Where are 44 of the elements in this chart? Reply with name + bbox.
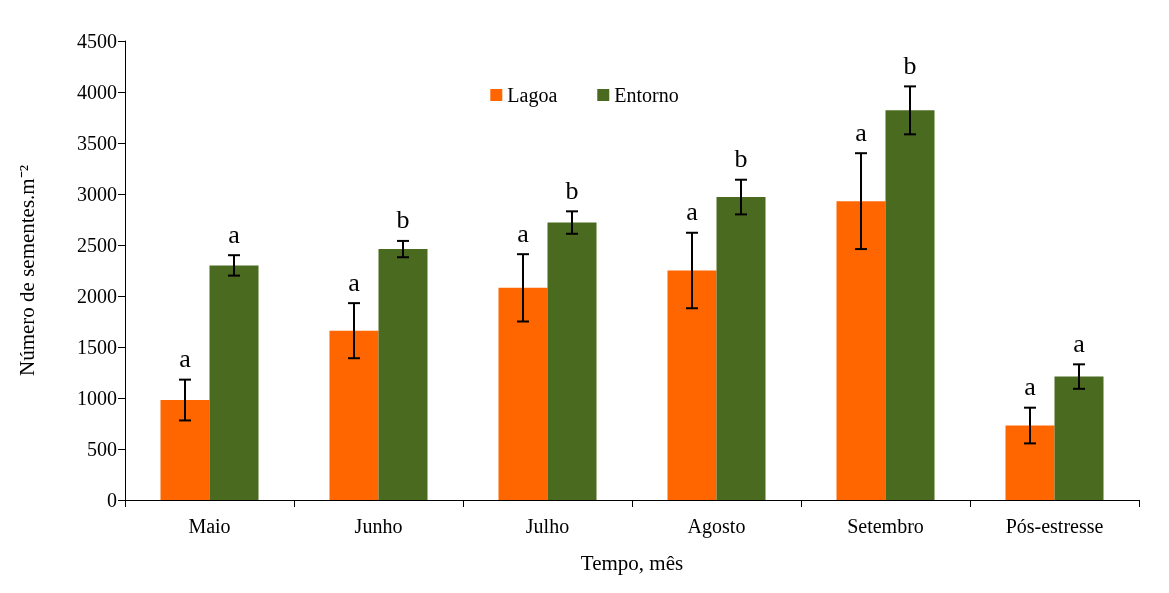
data-label: a — [228, 219, 241, 249]
y-axis-title: Número de sementes.m⁻² — [14, 165, 39, 376]
data-label: a — [517, 218, 530, 248]
y-tick-label: 3500 — [77, 132, 117, 154]
data-label: a — [1073, 328, 1086, 358]
bar — [885, 110, 935, 500]
bar — [716, 197, 766, 500]
data-label: b — [903, 50, 917, 80]
x-tick-label: Pós-estresse — [1005, 515, 1104, 537]
y-tick-label: 500 — [87, 438, 117, 460]
data-label: b — [396, 205, 410, 235]
x-tick-label: Setembro — [847, 515, 924, 537]
legend-label: Lagoa — [507, 84, 558, 107]
data-label: a — [179, 344, 192, 374]
y-tick-label: 2000 — [77, 285, 117, 307]
bar — [667, 270, 717, 500]
y-tick-label: 4500 — [77, 30, 117, 52]
x-tick-label: Agosto — [687, 515, 746, 538]
data-label: a — [686, 197, 699, 227]
data-label: a — [348, 267, 361, 297]
y-tick-label: 4000 — [77, 81, 117, 103]
data-label: b — [565, 175, 579, 205]
x-tick-label: Maio — [188, 515, 231, 537]
data-label: a — [1024, 372, 1037, 402]
y-tick-label: 2500 — [77, 234, 117, 256]
y-tick-label: 3000 — [77, 183, 117, 205]
bar — [498, 287, 548, 500]
y-tick-label: 1500 — [77, 336, 117, 358]
bar — [160, 400, 210, 500]
bar — [329, 330, 379, 500]
y-tick-label: 0 — [107, 489, 117, 511]
bar — [836, 201, 886, 500]
bar — [209, 265, 259, 500]
bar — [1054, 376, 1104, 500]
x-tick-label: Julho — [525, 515, 570, 537]
x-tick-label: Junho — [354, 515, 403, 537]
bar — [547, 222, 597, 500]
legend-label: Entorno — [614, 84, 679, 106]
bar — [1005, 425, 1055, 500]
y-tick-label: 1000 — [77, 387, 117, 409]
x-axis-title: Tempo, mês — [580, 550, 684, 575]
bar — [378, 249, 428, 500]
data-label: b — [734, 144, 748, 174]
data-label: a — [855, 117, 868, 147]
